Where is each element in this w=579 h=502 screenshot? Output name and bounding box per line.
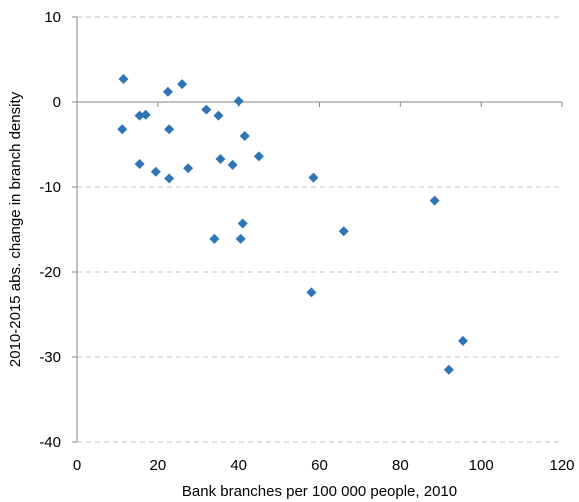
data-point <box>177 79 188 90</box>
x-tick-label: 0 <box>73 457 81 474</box>
x-tick-label: 80 <box>392 457 409 474</box>
data-point <box>164 173 175 184</box>
y-tick-label: -10 <box>39 179 61 196</box>
data-point <box>338 226 349 237</box>
x-tick-label: 100 <box>469 457 494 474</box>
y-axis-title: 2010-2015 abs. change in branch density <box>7 91 24 367</box>
y-tick-label: -40 <box>39 434 61 451</box>
data-point <box>118 74 129 85</box>
data-point <box>209 233 220 244</box>
data-point <box>117 124 128 135</box>
data-point <box>150 166 161 177</box>
data-point <box>233 96 244 107</box>
x-tick-label: 60 <box>311 457 328 474</box>
data-point <box>253 151 264 162</box>
x-tick-labels: 0 20 40 60 80 100 120 <box>73 457 575 474</box>
data-point <box>213 110 224 121</box>
data-point <box>457 335 468 346</box>
data-points <box>117 74 468 375</box>
y-tick-label: -30 <box>39 349 61 366</box>
data-point <box>215 153 226 164</box>
data-point <box>306 287 317 298</box>
y-tick-label: 0 <box>53 94 61 111</box>
data-point <box>443 364 454 375</box>
data-point <box>134 159 145 170</box>
y-tick-label: -20 <box>39 264 61 281</box>
data-point <box>308 172 319 183</box>
data-point <box>429 195 440 206</box>
y-tick-label: 10 <box>44 9 61 26</box>
y-tick-labels: -40 -30 -20 -10 0 10 <box>39 9 61 451</box>
data-point <box>140 109 151 120</box>
data-point <box>134 110 145 121</box>
data-point <box>162 86 173 97</box>
data-point <box>201 104 212 115</box>
x-tick-label: 20 <box>149 457 166 474</box>
data-point <box>227 159 238 170</box>
data-point <box>183 163 194 174</box>
x-tick-label: 40 <box>230 457 247 474</box>
gridlines <box>77 16 562 443</box>
data-point <box>239 131 250 141</box>
axes <box>72 16 563 443</box>
data-point <box>235 233 246 244</box>
x-tick-label: 120 <box>549 457 574 474</box>
data-point <box>237 218 248 229</box>
data-point <box>164 124 175 135</box>
x-axis-title: Bank branches per 100 000 people, 2010 <box>182 483 457 500</box>
